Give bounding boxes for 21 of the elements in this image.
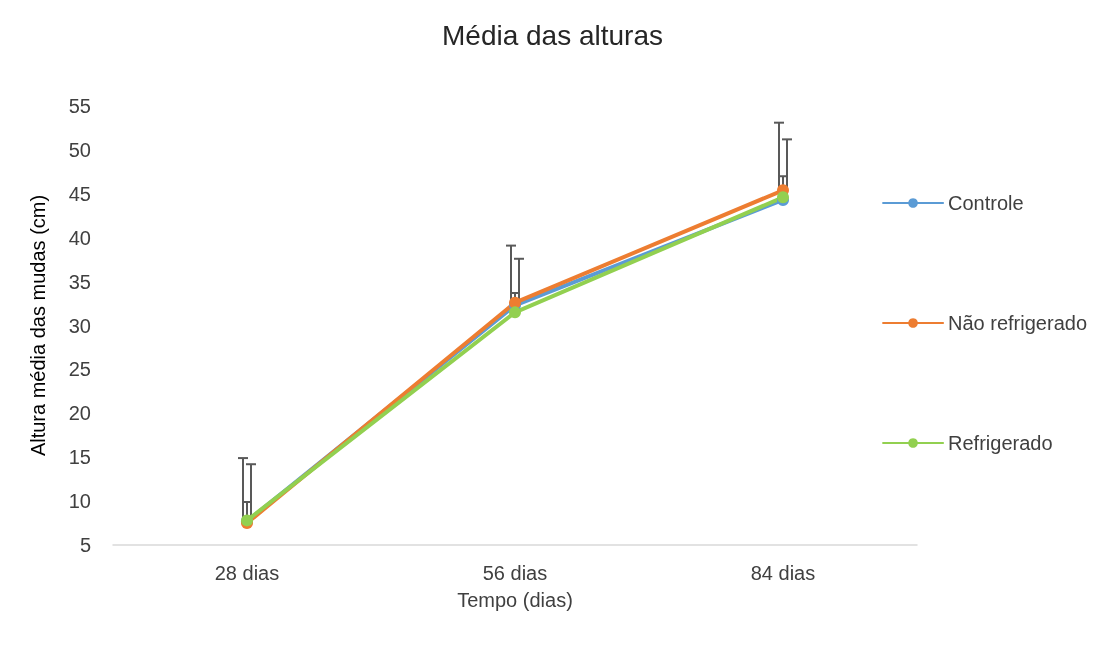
y-tick-label: 55 [68,95,91,117]
x-tick-label: 84 dias [750,562,816,584]
x-tick-label: 28 dias [214,562,280,584]
y-tick-label: 5 [79,534,91,556]
y-tick-label: 10 [68,490,91,513]
y-tick-label: 20 [68,402,91,425]
y-tick-label: 40 [68,226,91,249]
y-tick-label: 15 [68,446,91,469]
y-tick-label: 45 [68,182,91,205]
chart-title: Média das alturas [441,19,664,51]
y-axis-title: Altura média das mudas (cm) [27,194,49,457]
legend-label: Controle [948,192,1024,214]
y-tick-label: 35 [68,270,91,293]
x-axis-title: Tempo (dias) [457,589,573,611]
legend-label: Refrigerado [948,432,1053,454]
y-tick-label: 25 [68,358,91,381]
legend-label: Não refrigerado [948,312,1087,334]
y-tick-label: 30 [68,314,91,337]
x-tick-label: 56 dias [482,562,548,584]
point [509,306,521,319]
y-tick-label: 50 [68,138,91,161]
